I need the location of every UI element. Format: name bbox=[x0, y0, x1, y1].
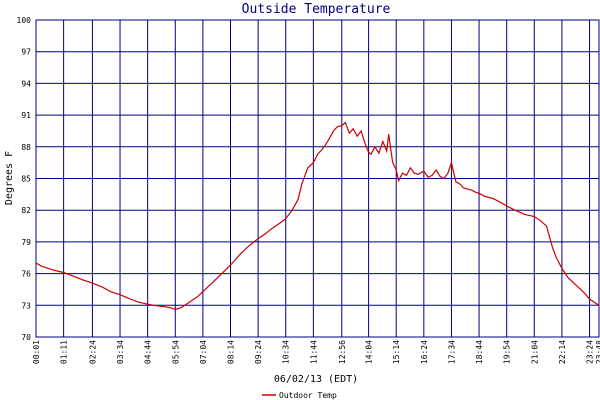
x-tick-label: 15:14 bbox=[392, 340, 401, 364]
grid bbox=[35, 19, 600, 338]
x-tick-label: 21:04 bbox=[530, 340, 539, 364]
x-axis-label: 06/02/13 (EDT) bbox=[274, 374, 358, 385]
x-tick-label: 09:24 bbox=[254, 340, 263, 364]
x-tick-label: 19:54 bbox=[503, 340, 512, 364]
x-tick-label: 16:24 bbox=[420, 340, 429, 364]
x-tick-label: 10:34 bbox=[282, 340, 291, 364]
legend: Outdoor Temp bbox=[262, 391, 337, 400]
y-tick-label: 76 bbox=[21, 270, 31, 279]
x-tick-label: 18:44 bbox=[475, 340, 484, 364]
plot-frame bbox=[35, 19, 600, 338]
x-tick-label: 07:04 bbox=[199, 340, 208, 364]
x-tick-label: 04:44 bbox=[144, 340, 153, 364]
y-tick-label: 82 bbox=[21, 206, 31, 215]
chart-title: Outside Temperature bbox=[242, 2, 391, 17]
x-tick-label: 12:56 bbox=[338, 340, 347, 364]
y-axis-label: Degrees F bbox=[4, 151, 15, 205]
x-axis-ticks: 00:01 01:11 02:24 03:34 04:44 05:54 07:04 08:14… bbox=[32, 340, 600, 364]
x-tick-label: 11:44 bbox=[309, 340, 318, 364]
y-tick-label: 100 bbox=[17, 16, 32, 25]
y-tick-label: 88 bbox=[21, 143, 31, 152]
series-layer bbox=[35, 121, 600, 311]
y-tick-label: 85 bbox=[21, 175, 31, 184]
y-tick-label: 94 bbox=[21, 79, 31, 88]
x-tick-label: 22:14 bbox=[558, 340, 567, 364]
x-tick-label: 23:48 bbox=[595, 340, 600, 364]
x-tick-label: 05:54 bbox=[171, 340, 180, 364]
y-tick-label: 73 bbox=[21, 301, 31, 310]
x-tick-label: 01:11 bbox=[60, 340, 69, 364]
y-tick-label: 79 bbox=[21, 238, 31, 247]
y-tick-label: 91 bbox=[21, 111, 31, 120]
y-tick-label: 70 bbox=[21, 333, 31, 342]
x-tick-label: 00:01 bbox=[32, 340, 41, 364]
x-tick-label: 14:04 bbox=[365, 340, 374, 364]
x-tick-label: 08:14 bbox=[227, 340, 236, 364]
x-tick-label: 03:34 bbox=[116, 340, 125, 364]
y-axis-ticks: 70 73 76 79 82 85 88 91 94 97 100 bbox=[17, 16, 32, 342]
x-tick-label: 23:24 bbox=[586, 340, 595, 364]
x-tick-label: 17:34 bbox=[447, 340, 456, 364]
y-tick-label: 97 bbox=[21, 48, 31, 57]
legend-label-outdoor-temp: Outdoor Temp bbox=[279, 391, 337, 400]
series-line-outdoor-temp bbox=[35, 121, 600, 311]
x-tick-label: 02:24 bbox=[88, 340, 97, 364]
